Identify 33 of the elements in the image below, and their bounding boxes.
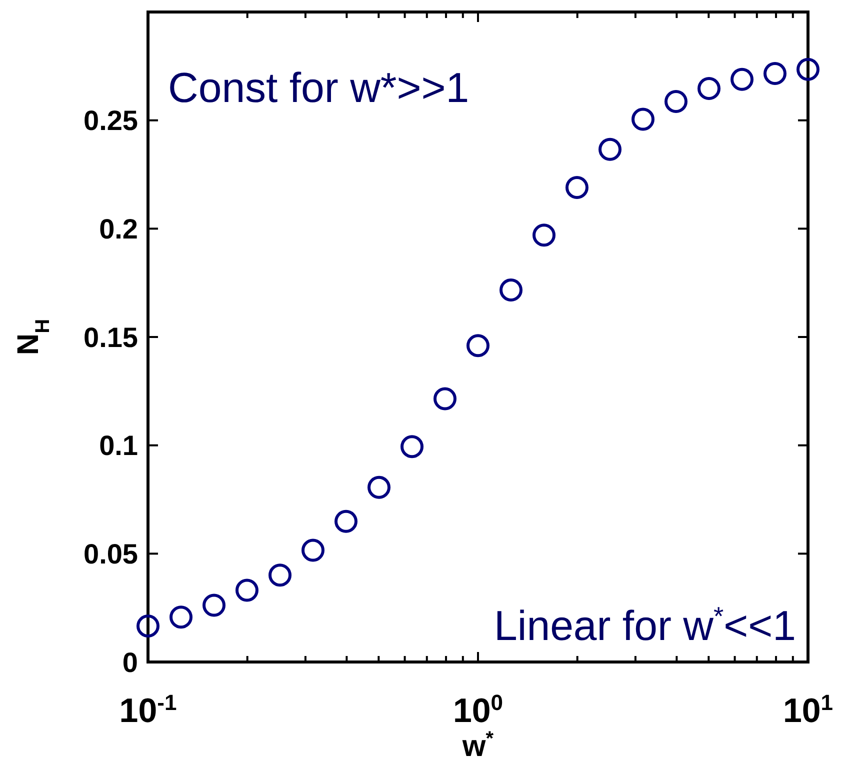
point: [368, 476, 391, 499]
point: [631, 108, 654, 131]
point: [532, 224, 556, 247]
point: [334, 510, 358, 533]
x-axis-title: w$^{*}$: [461, 728, 494, 763]
point: [698, 76, 721, 100]
y-tick-label: 0: [122, 646, 138, 678]
point: [268, 564, 292, 587]
y-tick-label: 0.2: [99, 213, 138, 244]
y-tick-label: 0.15: [84, 322, 138, 353]
x-tick-label: 10$^{0}$: [452, 690, 504, 730]
point: [136, 614, 160, 638]
x-tick-label: 10$^{-1}$: [119, 690, 177, 730]
point: [301, 538, 324, 562]
point: [466, 334, 490, 358]
y-tick-label: 0.05: [84, 538, 138, 570]
x-tick-label: 10$^{1}$: [782, 690, 834, 730]
point: [796, 58, 820, 81]
point: [598, 138, 622, 161]
point: [235, 578, 258, 602]
annotation: Const for w*>>1: [168, 64, 470, 111]
point: [664, 90, 688, 113]
y-tick-label: 0.25: [84, 105, 138, 136]
y-tick-label: 0.1: [99, 430, 138, 462]
point: [500, 278, 523, 302]
point: [730, 68, 754, 91]
point: [565, 176, 588, 199]
point: [433, 387, 456, 410]
point: [170, 606, 193, 629]
point: [400, 435, 424, 458]
point: [763, 62, 786, 86]
annotation: Linear for w$^{*}$<<1: [494, 601, 796, 649]
point: [202, 594, 226, 617]
